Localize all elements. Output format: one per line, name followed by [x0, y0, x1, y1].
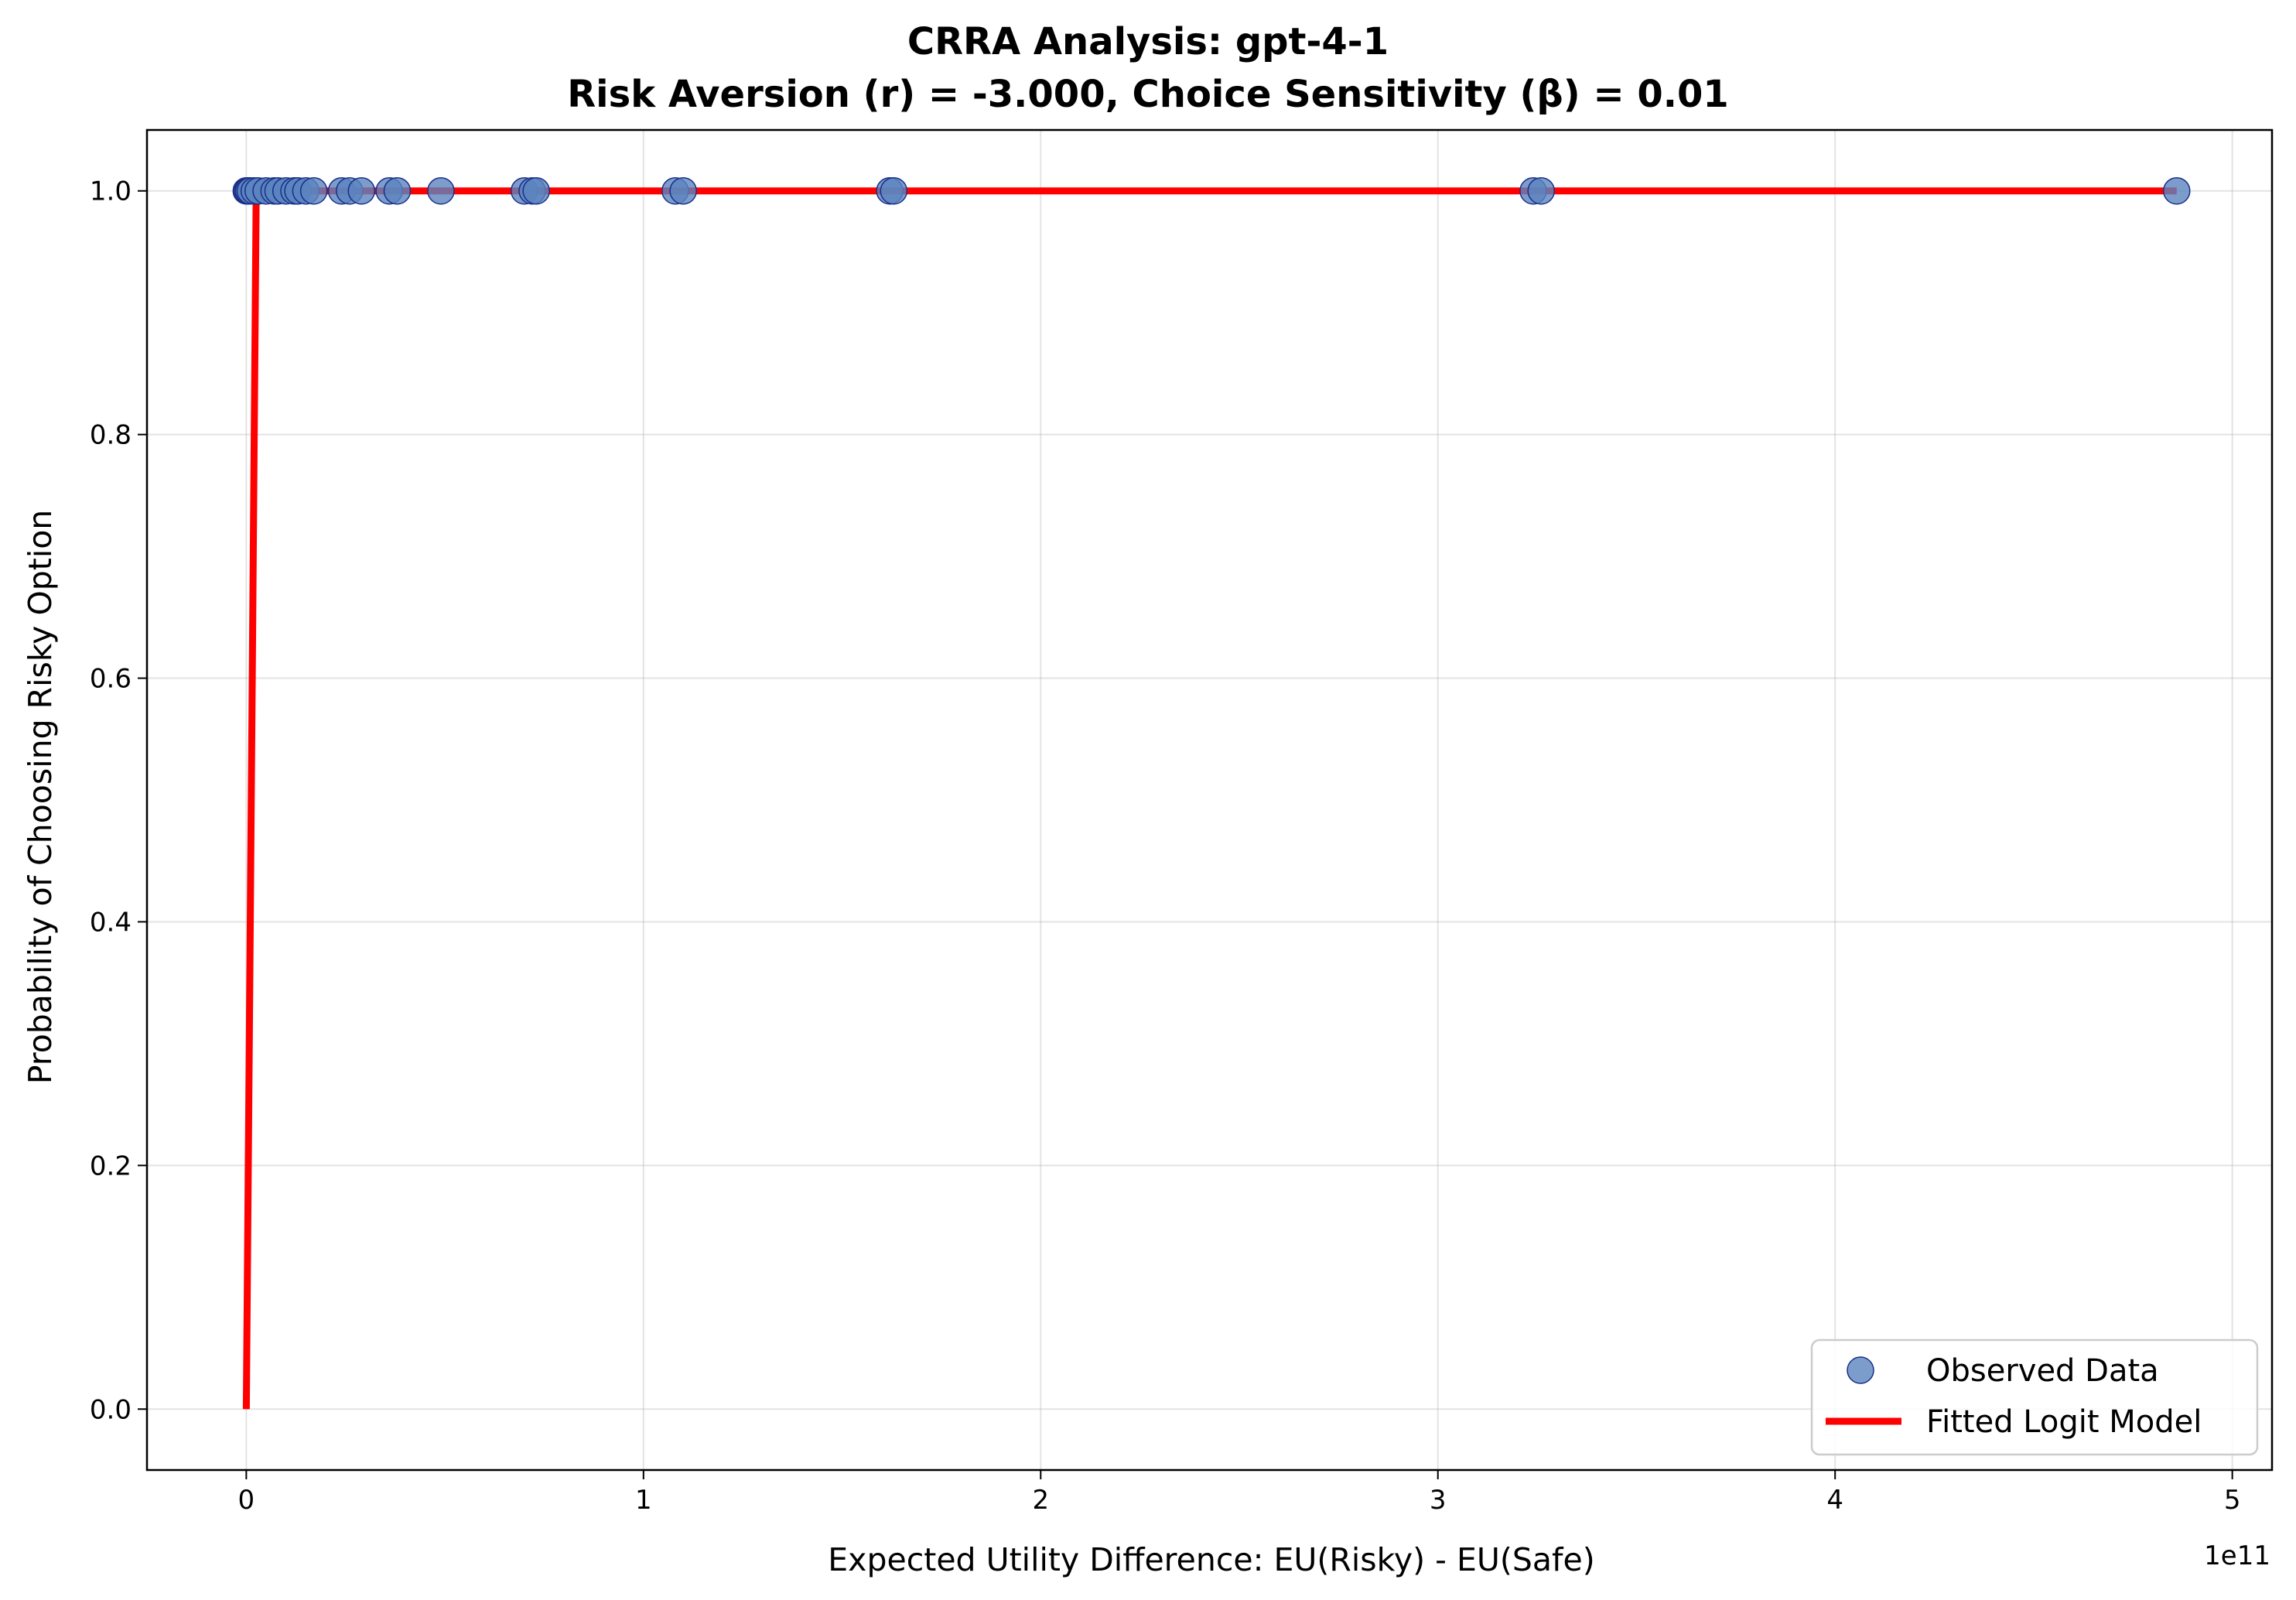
scatter-points-layer: [232, 176, 2191, 205]
x-axis-offset-label: 1e11: [2204, 1540, 2270, 1571]
data-point: [669, 176, 697, 205]
data-point: [522, 176, 550, 205]
legend-label-observed: Observed Data: [1926, 1353, 2159, 1389]
fitted-logit-line: [242, 187, 2177, 1410]
x-tick-label: 0: [238, 1485, 255, 1516]
data-point: [427, 176, 455, 205]
grid-lines: [147, 130, 2272, 1470]
x-tick-label: 1: [635, 1485, 652, 1516]
y-tick-label: 0.6: [90, 664, 132, 695]
x-axis-label: Expected Utility Difference: EU(Risky) -…: [828, 1541, 1594, 1578]
y-tick-label: 0.2: [90, 1150, 132, 1181]
data-point: [347, 176, 376, 205]
data-point: [2163, 176, 2191, 205]
y-tick-label: 1.0: [90, 176, 132, 207]
plot-frame: [145, 128, 2274, 1472]
data-point: [1527, 176, 1555, 205]
x-tick-label: 2: [1032, 1485, 1049, 1516]
data-point: [383, 176, 412, 205]
x-tick-label: 5: [2224, 1485, 2241, 1516]
x-tick-label: 3: [1430, 1485, 1447, 1516]
legend-marker-observed: [1847, 1356, 1874, 1384]
y-axis-ticks: 0.0 0.2 0.4 0.6 0.8 1.0: [90, 176, 147, 1425]
y-tick-label: 0.8: [90, 420, 132, 451]
y-tick-label: 0.4: [90, 907, 132, 938]
chart-subtitle: Risk Aversion (r) = -3.000, Choice Sensi…: [567, 73, 1729, 116]
data-point: [299, 176, 328, 205]
legend-box: [1810, 1338, 2259, 1456]
fitted-line-layer: [242, 187, 2177, 1410]
legend: Observed Data Fitted Logit Model: [1810, 1338, 2259, 1456]
x-axis-ticks: 0 1 2 3 4 5: [238, 1470, 2241, 1516]
y-axis-label: Probability of Choosing Risky Option: [22, 510, 59, 1085]
data-point: [880, 176, 908, 205]
x-tick-label: 4: [1826, 1485, 1843, 1516]
y-tick-label: 0.0: [90, 1394, 132, 1425]
chart-title: CRRA Analysis: gpt-4-1: [907, 20, 1389, 63]
legend-label-fitted: Fitted Logit Model: [1926, 1404, 2202, 1440]
